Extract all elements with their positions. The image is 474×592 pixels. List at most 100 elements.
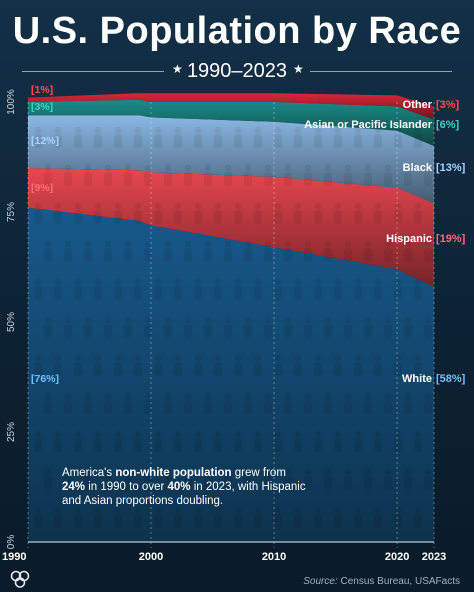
figure-texture [154, 286, 162, 300]
figure-texture [374, 126, 382, 134]
figure-texture [244, 248, 252, 262]
figure-texture [124, 400, 132, 414]
figure-texture [264, 324, 272, 338]
series-name-label: Asian or Pacific Islander [304, 119, 432, 131]
figure-texture [344, 164, 352, 172]
figure-texture [364, 172, 372, 186]
figure-texture [234, 438, 242, 452]
figure-texture [284, 324, 292, 338]
figure-texture [74, 438, 82, 452]
figure-texture [254, 210, 262, 224]
y-tick-label: 0% [6, 535, 17, 550]
figure-texture [244, 400, 252, 414]
figure-texture [254, 514, 262, 528]
figure-texture [104, 172, 112, 186]
figure-texture [334, 438, 342, 452]
figure-texture [54, 438, 62, 452]
figure-texture [114, 506, 122, 514]
end-value-label: [58%] [436, 373, 466, 385]
figure-texture [244, 468, 252, 476]
figure-texture [174, 514, 182, 528]
figure-texture [154, 438, 162, 452]
figure-texture [214, 286, 222, 300]
figure-texture [204, 400, 212, 414]
figure-texture [104, 324, 112, 338]
figure-texture [234, 278, 242, 286]
figure-texture [134, 514, 142, 528]
figure-texture [274, 210, 282, 224]
figure-texture [94, 430, 102, 438]
figure-texture [324, 172, 332, 186]
figure-texture [134, 210, 142, 224]
figure-texture [364, 164, 372, 172]
figure-texture [174, 430, 182, 438]
figure-texture [154, 430, 162, 438]
figure-texture [414, 286, 422, 300]
figure-texture [154, 278, 162, 286]
figure-texture [394, 286, 402, 300]
figure-texture [284, 468, 292, 476]
figure-texture [324, 316, 332, 324]
figure-texture [304, 248, 312, 262]
figure-texture [314, 134, 322, 148]
figure-texture [174, 278, 182, 286]
figure-texture [214, 210, 222, 224]
figure-texture [384, 324, 392, 338]
source-credit: Source: Census Bureau, USAFacts [303, 576, 460, 587]
figure-texture [304, 476, 312, 490]
figure-texture [74, 202, 82, 210]
figure-texture [274, 362, 282, 376]
figure-texture [164, 476, 172, 490]
area-white [28, 207, 434, 542]
figure-texture [174, 362, 182, 376]
figure-texture [404, 400, 412, 414]
figure-texture [354, 438, 362, 452]
figure-texture [314, 286, 322, 300]
figure-texture [414, 126, 422, 134]
figure-texture [134, 438, 142, 452]
figure-texture [354, 362, 362, 376]
figure-texture [414, 430, 422, 438]
figure-texture [34, 354, 42, 362]
figure-texture [224, 240, 232, 248]
figure-texture [104, 164, 112, 172]
figure-texture [404, 476, 412, 490]
figure-texture [394, 134, 402, 148]
figure-texture [164, 172, 172, 186]
series-name-label: Other [403, 99, 433, 111]
figure-texture [294, 430, 302, 438]
figure-texture [34, 210, 42, 224]
figure-texture [174, 506, 182, 514]
figure-texture [364, 468, 372, 476]
figure-texture [344, 172, 352, 186]
y-tick-label: 25% [6, 422, 17, 442]
subtitle-row: ★ ★ 1990–2023 [22, 60, 452, 84]
figure-texture [84, 164, 92, 172]
figure-texture [414, 506, 422, 514]
end-value-label: [6%] [436, 119, 460, 131]
figure-texture [44, 316, 52, 324]
figure-texture [294, 506, 302, 514]
figure-texture [424, 400, 432, 414]
figure-texture [354, 430, 362, 438]
figure-texture [344, 324, 352, 338]
figure-texture [54, 126, 62, 134]
figure-texture [204, 248, 212, 262]
figure-texture [344, 400, 352, 414]
figure-texture [274, 134, 282, 148]
figure-texture [94, 362, 102, 376]
figure-texture [94, 438, 102, 452]
figure-texture [144, 316, 152, 324]
figure-texture [184, 240, 192, 248]
figure-texture [244, 240, 252, 248]
figure-texture [44, 324, 52, 338]
figure-texture [424, 324, 432, 338]
figure-texture [164, 400, 172, 414]
figure-texture [204, 468, 212, 476]
figure-texture [224, 324, 232, 338]
figure-texture [174, 126, 182, 134]
figure-texture [264, 316, 272, 324]
figure-texture [114, 134, 122, 148]
figure-texture [414, 278, 422, 286]
figure-texture [414, 210, 422, 224]
